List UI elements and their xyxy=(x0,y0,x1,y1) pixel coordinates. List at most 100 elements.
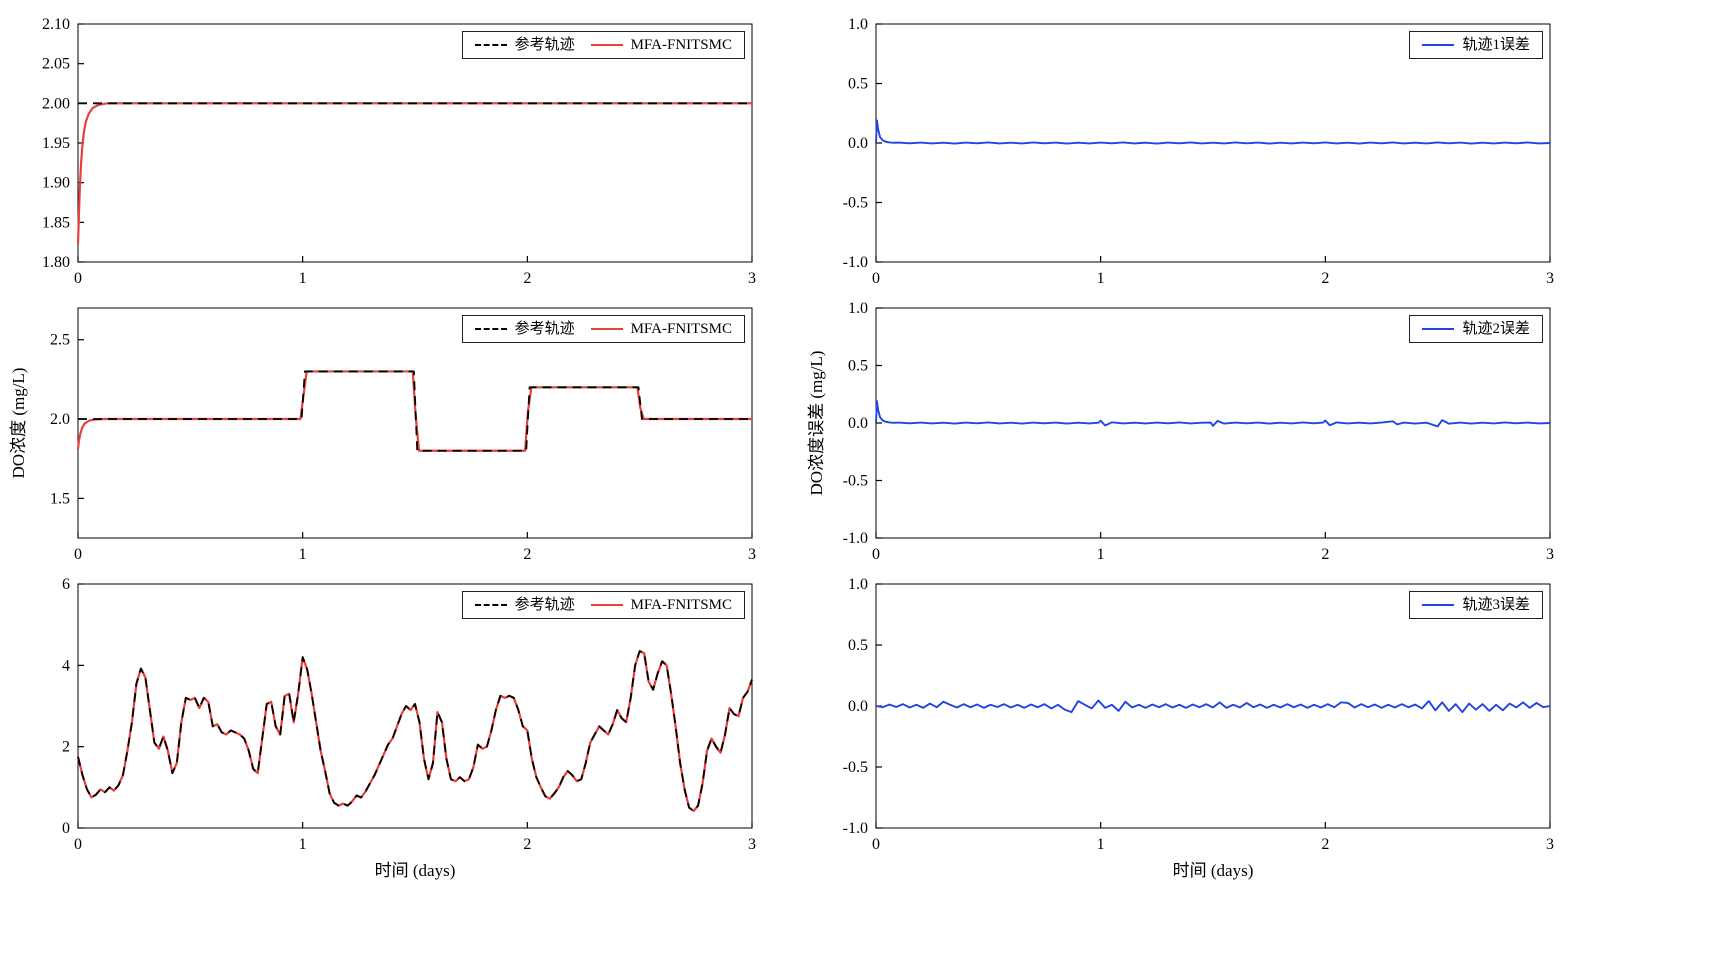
x-tick-label: 2 xyxy=(1321,836,1329,853)
y-tick-label: -0.5 xyxy=(843,473,868,490)
chart-canvas: 0 1 2 3 1.5 2.0 2.5 DO浓度 (mg/L) xyxy=(9,307,756,563)
x-tick-label: 3 xyxy=(1546,270,1554,287)
legend-line-sample xyxy=(474,44,507,46)
y-tick-label: 0.5 xyxy=(848,76,868,93)
y-tick-label: 1.0 xyxy=(848,16,868,33)
y-tick-label: 1.0 xyxy=(848,300,868,317)
x-tick-label: 3 xyxy=(748,836,756,853)
x-tick-label: 2 xyxy=(523,836,531,853)
legend: 轨迹2误差 xyxy=(1409,315,1543,343)
series-line xyxy=(78,370,752,452)
y-tick-label: 1.85 xyxy=(42,214,70,231)
x-tick-label: 1 xyxy=(299,270,307,287)
y-tick-label: -1.0 xyxy=(843,254,868,271)
y-tick-label: 2.05 xyxy=(42,56,70,73)
y-tick-label: 1.80 xyxy=(42,254,70,271)
y-tick-label: 0.0 xyxy=(848,698,868,715)
x-tick-label: 1 xyxy=(1097,836,1105,853)
y-tick-label: 0 xyxy=(62,820,70,837)
legend-item: 参考轨迹 xyxy=(474,36,575,54)
x-tick-label: 1 xyxy=(1097,270,1105,287)
x-tick-label: 1 xyxy=(1097,546,1105,563)
chart-do-tracking-3: 0 1 2 3 0 2 4 6 时间 (days) 参考轨迹 MFA-FNITSMC xyxy=(4,574,802,904)
legend-item: 轨迹3误差 xyxy=(1422,596,1530,614)
series-line xyxy=(875,119,1551,145)
legend-label: MFA-FNITSMC xyxy=(630,597,732,613)
right-column: 0 1 2 3 -1.0 -0.5 0.0 0.5 1.0 轨迹1误差 0 1 2 3 -1.0 -0.5 0… xyxy=(802,6,1600,904)
y-tick-label: 4 xyxy=(62,657,70,674)
y-tick-label: 1.90 xyxy=(42,175,70,192)
legend-label: MFA-FNITSMC xyxy=(630,321,732,337)
x-axis-label: 时间 (days) xyxy=(1173,861,1254,880)
legend-item: MFA-FNITSMC xyxy=(590,320,732,338)
plot-border xyxy=(77,583,753,829)
chart-error-1: 0 1 2 3 -1.0 -0.5 0.0 0.5 1.0 轨迹1误差 xyxy=(802,6,1600,298)
legend-label: 轨迹1误差 xyxy=(1462,37,1530,53)
y-tick-label: 0.5 xyxy=(848,637,868,654)
y-tick-label: 2.5 xyxy=(50,332,70,349)
plot-border xyxy=(875,583,1551,829)
x-tick-label: 3 xyxy=(1546,836,1554,853)
y-axis-label: DO浓度 (mg/L) xyxy=(9,368,28,479)
legend-line-sample xyxy=(1422,604,1455,606)
legend: 轨迹3误差 xyxy=(1409,591,1543,619)
chart-do-tracking-1: 0 1 2 3 1.80 1.85 1.90 1.95 2.00 2.05 2.10 参考轨迹 MFA-… xyxy=(4,6,802,298)
legend-label: MFA-FNITSMC xyxy=(630,37,732,53)
y-axis-label: DO浓度误差 (mg/L) xyxy=(807,351,826,496)
x-tick-label: 2 xyxy=(1321,270,1329,287)
y-tick-label: 0.0 xyxy=(848,135,868,152)
legend: 参考轨迹 MFA-FNITSMC xyxy=(461,31,745,59)
legend-label: 参考轨迹 xyxy=(514,597,575,613)
chart-canvas: 0 1 2 3 0 2 4 6 时间 (days) xyxy=(62,576,756,880)
chart-canvas: 0 1 2 3 1.80 1.85 1.90 1.95 2.00 2.05 2.10 xyxy=(42,16,756,287)
y-tick-label: 2 xyxy=(62,739,70,756)
legend-item: 参考轨迹 xyxy=(474,596,575,614)
x-tick-label: 0 xyxy=(872,546,880,563)
x-tick-label: 0 xyxy=(74,546,82,563)
legend-line-sample xyxy=(590,44,623,46)
plot-border xyxy=(77,307,753,539)
x-tick-label: 2 xyxy=(1321,546,1329,563)
x-tick-label: 3 xyxy=(1546,546,1554,563)
chart-error-3: 0 1 2 3 -1.0 -0.5 0.0 0.5 1.0 时间 (days) 轨迹3误差 xyxy=(802,574,1600,904)
y-tick-label: -1.0 xyxy=(843,820,868,837)
legend-item: 参考轨迹 xyxy=(474,320,575,338)
legend-label: 参考轨迹 xyxy=(514,321,575,337)
x-tick-label: 0 xyxy=(872,836,880,853)
x-tick-label: 1 xyxy=(299,546,307,563)
series-line xyxy=(77,650,753,812)
legend-label: 轨迹3误差 xyxy=(1462,597,1530,613)
y-tick-label: 0.0 xyxy=(848,415,868,432)
chart-canvas: 0 1 2 3 -1.0 -0.5 0.0 0.5 1.0 时间 (days) xyxy=(843,576,1554,880)
y-tick-label: -1.0 xyxy=(843,530,868,547)
legend: 参考轨迹 MFA-FNITSMC xyxy=(461,591,745,619)
y-tick-label: 2.0 xyxy=(50,411,70,428)
y-tick-label: 1.5 xyxy=(50,490,70,507)
legend-item: MFA-FNITSMC xyxy=(590,36,732,54)
x-tick-label: 0 xyxy=(74,836,82,853)
legend-label: 轨迹2误差 xyxy=(1462,321,1530,337)
legend-line-sample xyxy=(474,604,507,606)
y-tick-label: 6 xyxy=(62,576,70,593)
legend-item: 轨迹1误差 xyxy=(1422,36,1530,54)
x-axis-label: 时间 (days) xyxy=(375,861,456,880)
chart-do-tracking-2: 0 1 2 3 1.5 2.0 2.5 DO浓度 (mg/L) 参考轨迹 MFA-FNITSMC xyxy=(4,298,802,574)
left-column: 0 1 2 3 1.80 1.85 1.90 1.95 2.00 2.05 2.10 参考轨迹 MFA-… xyxy=(4,6,802,904)
x-tick-label: 0 xyxy=(74,270,82,287)
series-line xyxy=(76,649,754,813)
y-tick-label: 0.5 xyxy=(848,358,868,375)
x-tick-label: 2 xyxy=(523,270,531,287)
series-line xyxy=(76,102,752,244)
legend-line-sample xyxy=(474,328,507,330)
legend-line-sample xyxy=(1422,328,1455,330)
legend-line-sample xyxy=(590,604,623,606)
legend-item: 轨迹2误差 xyxy=(1422,320,1530,338)
legend-label: 参考轨迹 xyxy=(514,37,575,53)
legend: 参考轨迹 MFA-FNITSMC xyxy=(461,315,745,343)
x-tick-label: 3 xyxy=(748,270,756,287)
legend-line-sample xyxy=(1422,44,1455,46)
series-line xyxy=(875,400,1551,428)
x-tick-label: 2 xyxy=(523,546,531,563)
y-tick-label: 1.0 xyxy=(848,576,868,593)
